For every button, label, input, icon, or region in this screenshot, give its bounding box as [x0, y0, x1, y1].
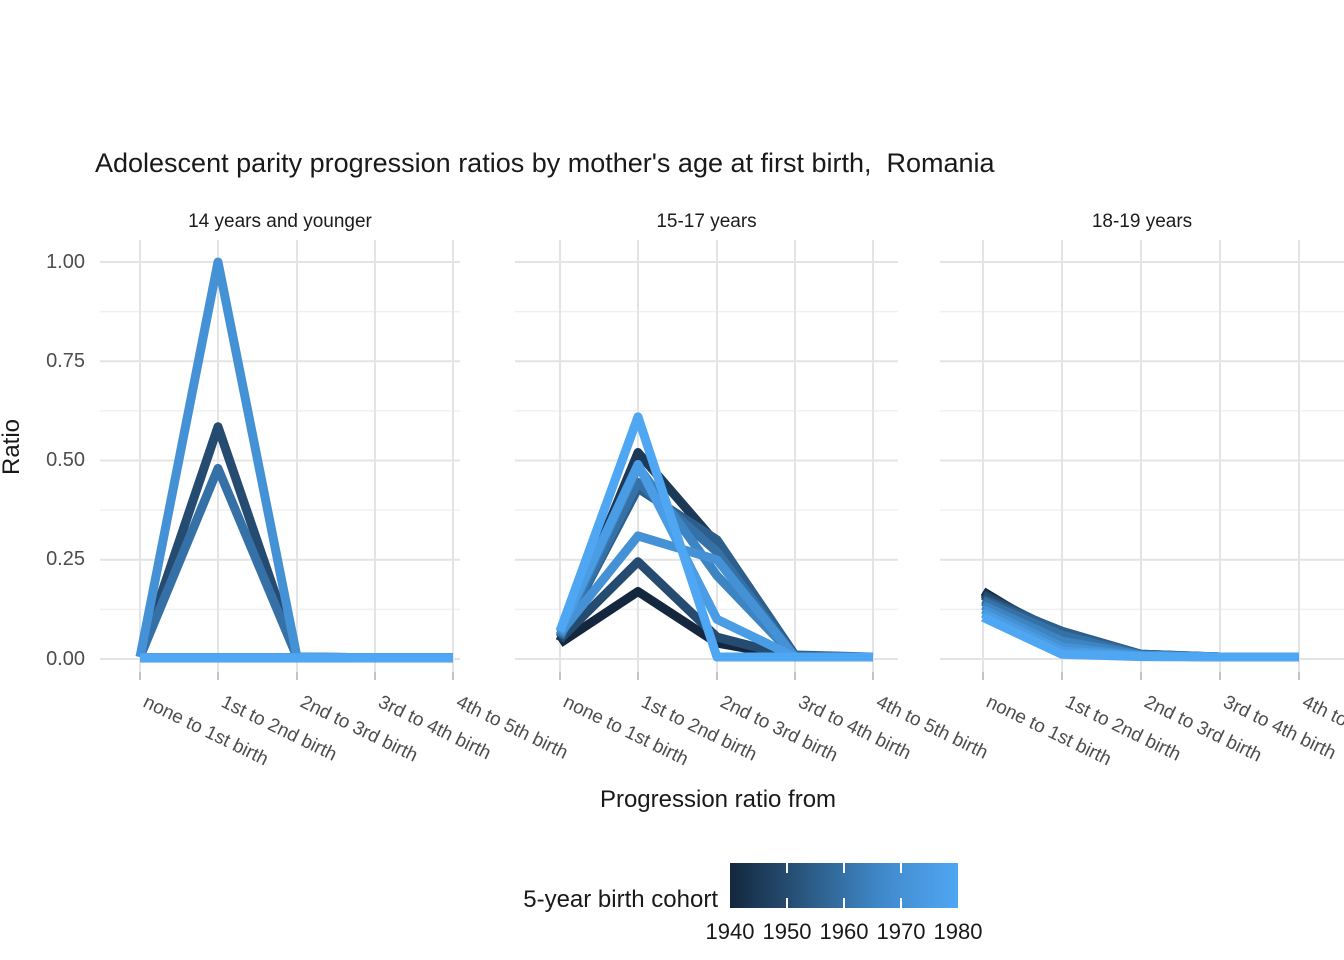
x-axis-title: Progression ratio from — [599, 786, 837, 813]
series-line-1980 — [555, 412, 873, 662]
y-tick-label-1.00: 1.00 — [46, 251, 85, 273]
series-line-1980 — [981, 613, 1299, 662]
legend-title: 5-year birth cohort — [523, 886, 718, 913]
y-tick-label-0.75: 0.75 — [46, 350, 85, 372]
legend-label-1940: 1940 — [705, 919, 755, 944]
facet-label-14-and-younger: 14 years and younger — [188, 211, 372, 232]
legend-label-1980: 1980 — [933, 919, 983, 944]
legend-label-1950: 1950 — [762, 919, 812, 944]
y-tick-label-0.25: 0.25 — [46, 548, 85, 570]
facet-label-18-19: 18-19 years — [1091, 211, 1193, 232]
legend-colorbar — [730, 863, 958, 908]
facet-label-15-17: 15-17 years — [656, 211, 757, 232]
colorbar-tick-1960-bottom — [842, 898, 845, 908]
legend-label-1960: 1960 — [819, 919, 869, 944]
colorbar-tick-1970-top — [899, 863, 902, 873]
colorbar-tick-1950-bottom — [785, 898, 788, 908]
y-tick-label-0.00: 0.00 — [46, 648, 85, 670]
colorbar-tick-1960-top — [842, 863, 845, 873]
chart-title: Adolescent parity progression ratios by … — [95, 148, 995, 178]
legend-label-1970: 1970 — [876, 919, 926, 944]
colorbar-tick-1970-bottom — [899, 898, 902, 908]
y-tick-label-0.50: 0.50 — [46, 449, 85, 471]
colorbar-tick-1950-top — [785, 863, 788, 873]
